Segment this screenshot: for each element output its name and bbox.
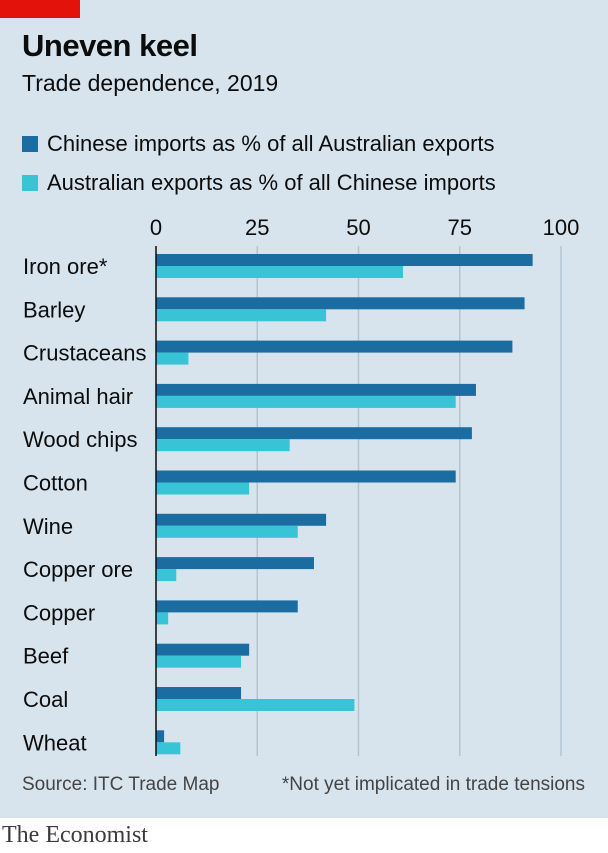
bar-chinese-imports xyxy=(156,513,327,526)
source-note: Source: ITC Trade Map xyxy=(22,774,220,795)
bar-australian-exports xyxy=(156,525,298,538)
legend-label: Australian exports as % of all Chinese i… xyxy=(47,170,496,195)
category-label: Copper xyxy=(23,600,95,625)
bar-chinese-imports xyxy=(156,557,314,570)
bar-australian-exports xyxy=(156,309,327,322)
brand-red-tag xyxy=(0,0,80,18)
chart-title: Uneven keel xyxy=(22,28,198,63)
legend-item-chinese-imports: Chinese imports as % of all Australian e… xyxy=(22,131,495,157)
x-tick-label: 0 xyxy=(150,215,162,240)
legend-swatch-light xyxy=(22,175,38,191)
legend-item-australian-exports: Australian exports as % of all Chinese i… xyxy=(22,170,496,196)
bar-chinese-imports xyxy=(156,383,476,396)
legend-label: Chinese imports as % of all Australian e… xyxy=(47,131,495,156)
bar-australian-exports xyxy=(156,395,456,408)
chart-panel xyxy=(0,0,608,818)
bar-australian-exports xyxy=(156,612,169,625)
category-label: Beef xyxy=(23,644,69,669)
bar-chinese-imports xyxy=(156,427,472,440)
category-label: Crustaceans xyxy=(23,341,147,366)
bar-australian-exports xyxy=(156,439,290,452)
category-label: Wine xyxy=(23,514,73,539)
x-tick-label: 50 xyxy=(346,215,370,240)
x-tick-label: 25 xyxy=(245,215,269,240)
category-label: Wood chips xyxy=(23,427,138,452)
bar-chinese-imports xyxy=(156,297,525,310)
bar-chinese-imports xyxy=(156,687,242,699)
category-label: Cotton xyxy=(23,471,88,496)
bar-chinese-imports xyxy=(156,730,165,743)
category-label: Copper ore xyxy=(23,557,133,582)
brand-logo-text: The Economist xyxy=(2,822,148,848)
bar-australian-exports xyxy=(156,482,250,495)
bar-australian-exports xyxy=(156,742,181,755)
footnote: *Not yet implicated in trade tensions xyxy=(281,774,585,795)
bar-chinese-imports xyxy=(156,600,298,613)
chart-subtitle: Trade dependence, 2019 xyxy=(22,70,279,96)
category-label: Animal hair xyxy=(23,384,133,409)
bar-australian-exports xyxy=(156,655,242,668)
bar-chart: 0 25 50 75 100 Iron ore* Barley Crustaceans Anim… xyxy=(23,215,580,756)
category-label: Iron ore* xyxy=(23,254,108,279)
bar-australian-exports xyxy=(156,352,189,365)
bar-australian-exports xyxy=(156,266,404,278)
bar-chinese-imports xyxy=(156,643,250,656)
x-tick-label: 100 xyxy=(543,215,580,240)
legend-swatch-dark xyxy=(22,136,38,152)
bar-australian-exports xyxy=(156,569,177,582)
x-tick-label: 75 xyxy=(448,215,472,240)
bar-chinese-imports xyxy=(156,340,513,353)
category-label: Barley xyxy=(23,297,85,322)
bar-australian-exports xyxy=(156,699,355,711)
bar-chinese-imports xyxy=(156,254,533,266)
category-label: Coal xyxy=(23,687,68,712)
category-label: Wheat xyxy=(23,730,87,755)
bar-chinese-imports xyxy=(156,470,456,483)
